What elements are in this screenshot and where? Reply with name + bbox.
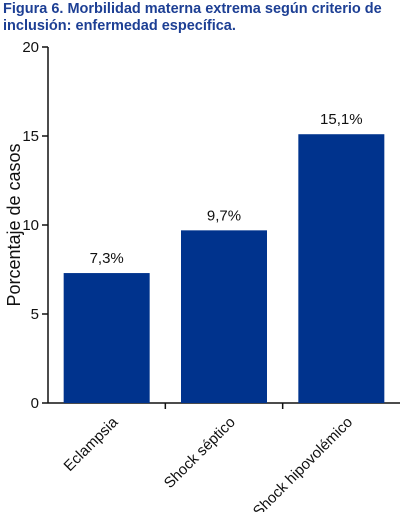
x-tick-label: Eclampsia (61, 413, 122, 474)
y-tick-label: 15 (22, 128, 39, 145)
y-tick-label: 5 (31, 306, 39, 323)
bars (63, 134, 385, 403)
data-label: 7,3% (90, 250, 124, 267)
category-labels: Eclampsia Shock séptico Shock hipovolémico (61, 413, 357, 512)
y-tick-label: 0 (31, 395, 39, 412)
data-labels: 7,3% 9,7% 15,1% (90, 111, 363, 267)
data-label: 9,7% (207, 207, 241, 224)
bar-shock-s-ptico (181, 230, 267, 403)
x-tick-label: Shock séptico (161, 414, 239, 492)
y-tick-label: 10 (22, 217, 39, 234)
chart-title: Figura 6. Morbilidad materna extrema seg… (3, 1, 382, 34)
x-tick-label: Shock hipovolémico (250, 414, 356, 512)
y-axis-label: Porcentaje de casos (4, 143, 24, 306)
bar-eclampsia (63, 273, 150, 403)
data-label: 15,1% (320, 111, 363, 128)
bar-shock-hipovol-mico (298, 134, 385, 403)
y-tick-label: 20 (22, 39, 39, 56)
